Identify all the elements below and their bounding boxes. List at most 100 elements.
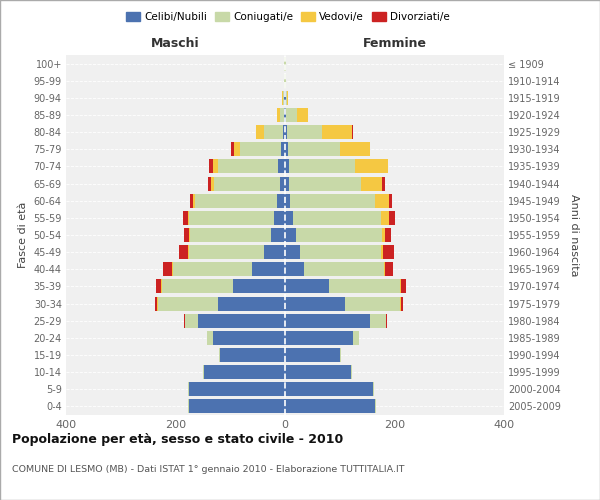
Bar [285, 296, 345, 310]
Bar [361, 176, 382, 190]
Bar [285, 365, 351, 379]
Bar [289, 176, 361, 190]
Bar [158, 296, 218, 310]
Bar [370, 314, 386, 328]
Bar [207, 331, 213, 345]
Bar [278, 160, 285, 173]
Bar [213, 331, 285, 345]
Y-axis label: Fasce di età: Fasce di età [18, 202, 28, 268]
Bar [381, 211, 389, 225]
Bar [280, 176, 285, 190]
Bar [220, 348, 285, 362]
Bar [281, 142, 285, 156]
Bar [188, 400, 189, 413]
Bar [239, 142, 281, 156]
Bar [271, 228, 285, 242]
Bar [155, 296, 157, 310]
Bar [285, 262, 304, 276]
Bar [287, 91, 288, 105]
Bar [280, 108, 284, 122]
Bar [285, 160, 289, 173]
Bar [355, 160, 388, 173]
Y-axis label: Anni di nascita: Anni di nascita [569, 194, 580, 276]
Bar [188, 211, 189, 225]
Bar [382, 245, 383, 259]
Bar [285, 331, 353, 345]
Bar [373, 382, 374, 396]
Bar [389, 194, 392, 207]
Bar [285, 382, 373, 396]
Bar [284, 108, 285, 122]
Text: COMUNE DI LESMO (MB) - Dati ISTAT 1° gennaio 2010 - Elaborazione TUTTITALIA.IT: COMUNE DI LESMO (MB) - Dati ISTAT 1° gen… [12, 466, 404, 474]
Bar [193, 194, 194, 207]
Bar [285, 194, 290, 207]
Bar [173, 262, 252, 276]
Bar [329, 280, 400, 293]
Bar [285, 228, 296, 242]
Bar [287, 125, 322, 139]
Bar [203, 365, 204, 379]
Bar [182, 211, 188, 225]
Bar [252, 262, 285, 276]
Bar [185, 314, 199, 328]
Text: Femmine: Femmine [362, 37, 427, 50]
Bar [285, 125, 287, 139]
Bar [232, 142, 234, 156]
Bar [385, 228, 391, 242]
Bar [204, 365, 285, 379]
Bar [385, 262, 393, 276]
Bar [382, 176, 385, 190]
Text: Maschi: Maschi [151, 37, 200, 50]
Bar [340, 348, 341, 362]
Bar [199, 314, 285, 328]
Bar [188, 382, 189, 396]
Bar [286, 91, 287, 105]
Bar [352, 125, 353, 139]
Bar [285, 314, 370, 328]
Bar [383, 262, 385, 276]
Bar [382, 228, 385, 242]
Bar [285, 176, 289, 190]
Bar [184, 314, 185, 328]
Bar [184, 228, 189, 242]
Bar [189, 382, 285, 396]
Bar [179, 245, 188, 259]
Bar [277, 194, 285, 207]
Bar [353, 331, 359, 345]
Bar [163, 262, 172, 276]
Bar [304, 262, 383, 276]
Bar [285, 211, 293, 225]
Bar [285, 400, 376, 413]
Bar [274, 211, 285, 225]
Bar [264, 245, 285, 259]
Bar [156, 280, 161, 293]
Bar [383, 245, 394, 259]
Bar [213, 160, 218, 173]
Bar [218, 160, 278, 173]
Bar [188, 245, 264, 259]
Bar [351, 365, 352, 379]
Bar [209, 160, 213, 173]
Bar [211, 176, 214, 190]
Bar [340, 142, 370, 156]
Bar [234, 142, 239, 156]
Bar [233, 280, 285, 293]
Bar [264, 125, 283, 139]
Bar [189, 400, 285, 413]
Bar [401, 280, 406, 293]
Bar [290, 194, 376, 207]
Bar [194, 194, 277, 207]
Bar [285, 108, 286, 122]
Bar [189, 228, 190, 242]
Bar [283, 125, 285, 139]
Bar [285, 348, 340, 362]
Bar [296, 228, 382, 242]
Bar [293, 211, 381, 225]
Bar [301, 245, 382, 259]
Bar [283, 91, 284, 105]
Bar [345, 296, 400, 310]
Bar [190, 194, 193, 207]
Bar [256, 125, 264, 139]
Bar [286, 108, 297, 122]
Bar [285, 142, 288, 156]
